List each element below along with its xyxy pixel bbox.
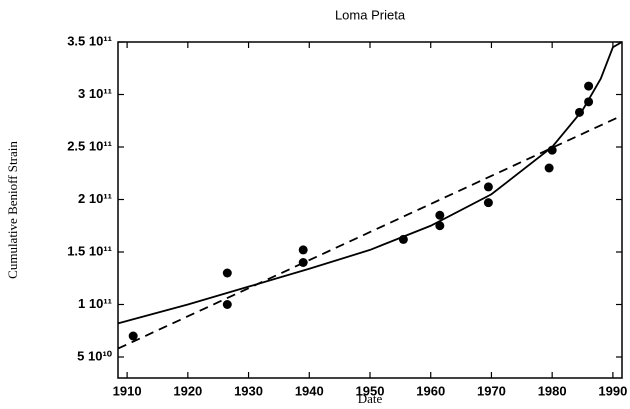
y-tick-label: 5 10¹⁰ [77,348,113,363]
y-axis-label: Cumulative Benioff Strain [5,141,20,279]
x-tick-label: 1950 [356,383,385,398]
x-tick-label: 1980 [538,383,567,398]
x-tick-label: 1920 [173,383,202,398]
x-tick-label: 1990 [598,383,627,398]
dashed-fit-line [117,114,623,350]
x-tick-label: 1970 [477,383,506,398]
y-tick-label: 2 10¹¹ [78,191,112,206]
y-tick-label: 2.5 10¹¹ [67,138,112,153]
y-tick-label: 1 10¹¹ [78,296,112,311]
chart-title: Loma Prieta [335,7,406,22]
data-point [298,245,308,255]
x-axis-label: Date [358,391,383,406]
x-tick-label: 1940 [295,383,324,398]
data-point [222,268,232,278]
y-tick-label: 3 10¹¹ [78,86,112,101]
x-tick-label: 1930 [234,383,263,398]
data-point [483,182,493,192]
x-tick-label: 1910 [113,383,142,398]
data-point [298,258,308,267]
solid-fit-line [117,41,623,325]
data-point [128,331,138,341]
plot-frame [117,41,623,379]
x-tick-label: 1960 [416,383,445,398]
y-tick-label: 1.5 10¹¹ [67,243,112,258]
data-point [584,81,594,91]
y-tick-label: 3.5 10¹¹ [67,33,112,48]
data-point [435,210,445,220]
data-point [483,198,493,208]
data-point [222,300,232,309]
data-point [544,163,554,173]
data-point [435,221,445,231]
